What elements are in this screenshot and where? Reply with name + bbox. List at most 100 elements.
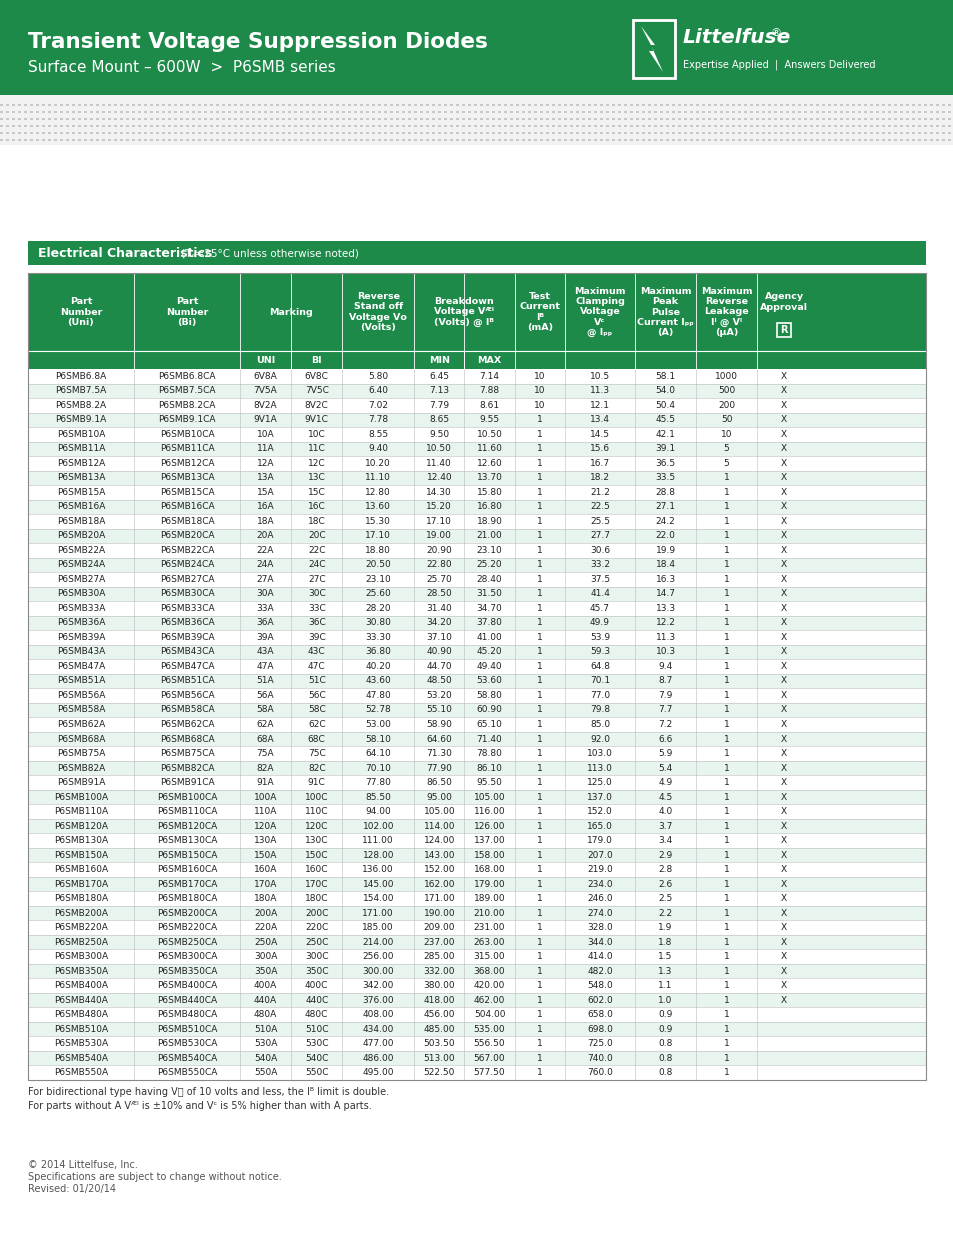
Text: 24A: 24A	[256, 561, 274, 569]
Bar	[341, 111, 345, 112]
Text: 540A: 540A	[253, 1053, 277, 1063]
Bar	[18, 132, 21, 135]
Bar	[54, 125, 57, 127]
Bar	[497, 140, 500, 141]
Bar	[689, 111, 692, 112]
Bar	[827, 104, 830, 106]
Bar	[60, 140, 63, 141]
Bar	[689, 132, 692, 135]
Bar	[108, 132, 111, 135]
Bar	[168, 119, 171, 120]
Bar	[150, 125, 152, 127]
Text: 440C: 440C	[305, 995, 328, 1005]
Bar	[173, 119, 177, 120]
Text: 22A: 22A	[256, 546, 274, 555]
Bar	[288, 104, 291, 106]
Text: For parts without A Vᴭᴵ is ±10% and Vᶜ is 5% higher than with A parts.: For parts without A Vᴭᴵ is ±10% and Vᶜ i…	[28, 1100, 372, 1112]
Text: X: X	[781, 864, 786, 874]
Bar	[12, 119, 15, 120]
Bar	[28, 1008, 925, 1021]
Bar	[42, 111, 45, 112]
Text: P6SMB24CA: P6SMB24CA	[159, 561, 213, 569]
Bar	[552, 111, 555, 112]
Bar	[755, 125, 759, 127]
Text: 263.00: 263.00	[474, 937, 505, 947]
Text: 485.00: 485.00	[423, 1025, 455, 1034]
Bar	[395, 119, 398, 120]
Text: X: X	[781, 967, 786, 976]
Text: 18.4: 18.4	[655, 561, 675, 569]
Text: 522.50: 522.50	[423, 1068, 455, 1077]
Bar	[36, 104, 39, 106]
Text: P6SMB16CA: P6SMB16CA	[159, 503, 214, 511]
Bar	[665, 119, 668, 120]
Bar	[28, 659, 925, 674]
Bar	[257, 132, 261, 135]
Text: 10.50: 10.50	[476, 430, 502, 438]
Text: Revised: 01/20/14: Revised: 01/20/14	[28, 1184, 116, 1194]
Bar	[240, 111, 243, 112]
Bar	[665, 132, 668, 135]
Text: P6SMB400CA: P6SMB400CA	[156, 981, 217, 990]
Text: P6SMB20CA: P6SMB20CA	[159, 531, 214, 541]
Bar	[947, 104, 950, 106]
Text: P6SMB18A: P6SMB18A	[57, 517, 105, 526]
Text: 56A: 56A	[256, 690, 274, 700]
Bar	[456, 125, 458, 127]
Bar	[516, 119, 518, 120]
Text: 15.6: 15.6	[589, 445, 610, 453]
Text: 480C: 480C	[305, 1010, 328, 1019]
Text: 16.80: 16.80	[476, 503, 502, 511]
Text: 36.5: 36.5	[655, 459, 675, 468]
Bar	[372, 119, 375, 120]
Bar	[654, 104, 657, 106]
Bar	[534, 125, 537, 127]
Bar	[317, 111, 320, 112]
Bar	[354, 125, 356, 127]
Text: 1: 1	[723, 851, 729, 860]
Text: 34.70: 34.70	[476, 604, 502, 613]
Bar	[761, 104, 764, 106]
Bar	[317, 104, 320, 106]
Bar	[28, 746, 925, 761]
Bar	[30, 125, 33, 127]
Bar	[461, 140, 464, 141]
Bar	[545, 111, 548, 112]
Bar	[893, 104, 896, 106]
Text: 418.00: 418.00	[423, 995, 455, 1005]
Text: 658.0: 658.0	[586, 1010, 613, 1019]
Text: X: X	[781, 473, 786, 483]
Bar	[803, 140, 806, 141]
Bar	[120, 140, 123, 141]
Text: X: X	[781, 836, 786, 845]
Bar	[192, 119, 194, 120]
Bar	[28, 776, 925, 790]
Bar	[665, 140, 668, 141]
Bar	[605, 111, 608, 112]
Text: 41.4: 41.4	[590, 589, 609, 599]
Bar	[911, 125, 914, 127]
Text: 237.00: 237.00	[423, 937, 455, 947]
Bar	[366, 104, 369, 106]
Text: 22.80: 22.80	[426, 561, 452, 569]
Bar	[78, 111, 81, 112]
Bar	[899, 119, 902, 120]
Bar	[510, 104, 513, 106]
Text: P6SMB170CA: P6SMB170CA	[156, 879, 217, 889]
Bar	[821, 111, 824, 112]
Text: 16C: 16C	[308, 503, 325, 511]
Text: 234.0: 234.0	[587, 879, 612, 889]
Bar	[923, 140, 926, 141]
Text: X: X	[781, 415, 786, 425]
Text: 231.00: 231.00	[474, 923, 505, 932]
Bar	[312, 140, 314, 141]
Bar	[479, 132, 482, 135]
Bar	[738, 140, 740, 141]
Text: X: X	[781, 981, 786, 990]
Bar	[354, 111, 356, 112]
Bar	[678, 104, 680, 106]
Text: 1: 1	[723, 952, 729, 961]
Text: X: X	[781, 705, 786, 715]
Text: 12.1: 12.1	[589, 401, 609, 410]
Bar	[28, 558, 925, 572]
